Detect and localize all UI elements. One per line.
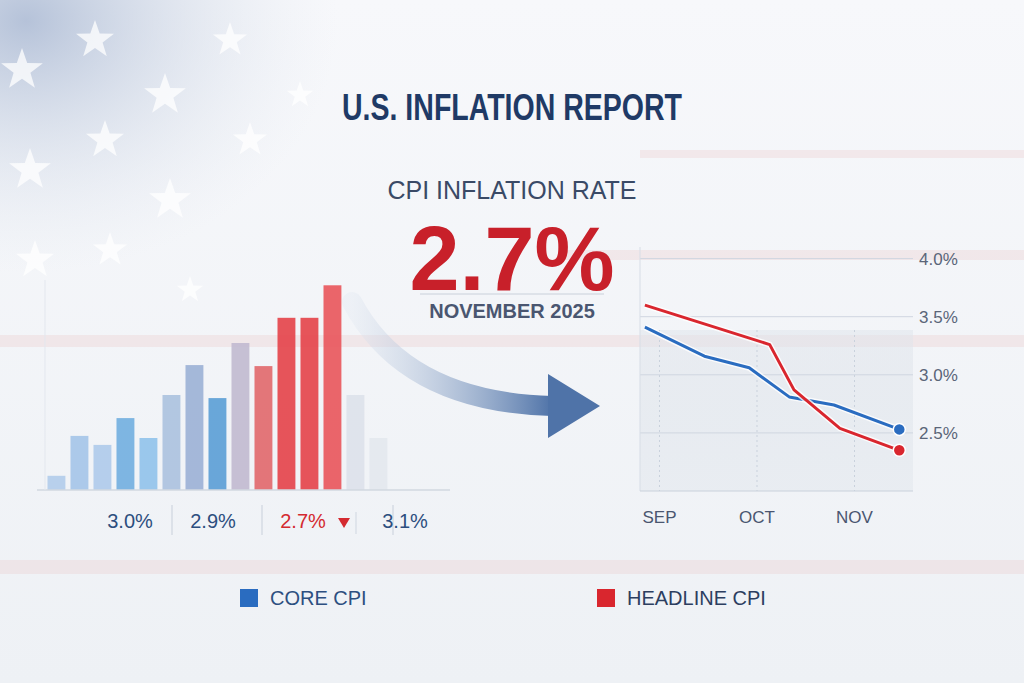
bar [301, 318, 319, 490]
bar-annotation: 2.7% [280, 510, 326, 532]
y-tick-label: 3.0% [919, 366, 958, 385]
bar [324, 285, 342, 490]
bar-annotation: 3.0% [107, 510, 153, 532]
grid-line [659, 330, 660, 491]
flag-star [76, 20, 114, 56]
bar-baseline [37, 489, 450, 491]
x-tick-label: OCT [739, 508, 775, 527]
bars [48, 285, 388, 490]
subtitle: CPI INFLATION RATE [387, 176, 636, 204]
flag-star [16, 240, 54, 276]
lines [645, 305, 905, 456]
bar [232, 343, 250, 490]
series-line [645, 327, 899, 429]
x-tick-label: NOV [836, 508, 874, 527]
bar [186, 365, 204, 490]
flag-star [287, 81, 314, 106]
bar-range-axis [45, 280, 46, 490]
down-arrow [338, 518, 350, 528]
flag-star [9, 148, 51, 188]
flag-star [149, 178, 191, 218]
x-tick-label: SEP [642, 508, 676, 527]
bar [370, 438, 388, 490]
title: U.S. INFLATION REPORT [342, 87, 682, 128]
headline-value: 2.7% [409, 209, 614, 309]
y-tick-label: 2.5% [919, 424, 958, 443]
bar [163, 395, 181, 490]
connector-arrow [352, 302, 552, 406]
bar-annotation: 3.1% [382, 510, 428, 532]
grid-line [640, 258, 913, 259]
bar [278, 318, 296, 490]
flag-star [233, 122, 267, 155]
end-marker [893, 423, 905, 435]
y-tick-label: 3.5% [919, 308, 958, 327]
flag-star [177, 276, 204, 301]
bar [71, 436, 89, 490]
page: {"header": {"title": "U.S. INFLATION REP… [0, 0, 1024, 683]
bar [255, 366, 273, 490]
line-halo [645, 305, 899, 450]
flag-star [86, 120, 124, 156]
bar-annotation: 2.9% [190, 510, 236, 532]
header-rule [420, 294, 604, 295]
legend-label: HEADLINE CPI [627, 587, 766, 609]
end-marker [893, 444, 905, 456]
bar [347, 395, 365, 490]
y-range-axis [640, 247, 641, 491]
background [0, 0, 1024, 683]
bar [48, 476, 66, 490]
flag-star [93, 232, 127, 265]
connector-arrowhead [548, 374, 600, 438]
bar [140, 438, 158, 490]
legend-label: CORE CPI [270, 587, 367, 609]
flag-star [144, 73, 186, 113]
series-line [645, 305, 899, 450]
flag-star [213, 22, 247, 55]
separator [171, 505, 172, 535]
y-tick-label: 4.0% [919, 250, 958, 269]
bar [117, 418, 135, 490]
x-range-axis [640, 490, 913, 491]
bar [209, 398, 227, 490]
flag-stripe [0, 560, 1024, 574]
flag-stripe [640, 150, 1024, 158]
grid-line [757, 330, 758, 491]
date: NOVEMBER 2025 [429, 300, 595, 322]
grid-line [640, 432, 913, 433]
separator [261, 505, 262, 535]
line-halo [645, 327, 899, 429]
grid-line [640, 374, 913, 375]
flag-star [1, 48, 43, 88]
legend-swatch [240, 589, 258, 607]
bar [94, 445, 112, 490]
separator [356, 512, 357, 534]
canvas: U.S. INFLATION REPORT CPI INFLATION RATE 2… [0, 0, 1024, 683]
legend-swatch [597, 589, 615, 607]
